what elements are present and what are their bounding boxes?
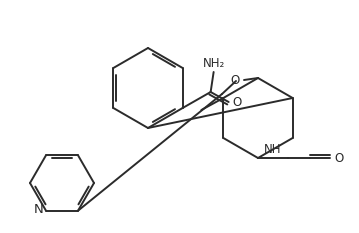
Text: N: N: [33, 203, 43, 216]
Text: O: O: [231, 75, 240, 88]
Text: NH₂: NH₂: [202, 57, 225, 70]
Text: O: O: [334, 151, 343, 164]
Text: O: O: [233, 96, 242, 109]
Text: NH: NH: [264, 143, 282, 156]
